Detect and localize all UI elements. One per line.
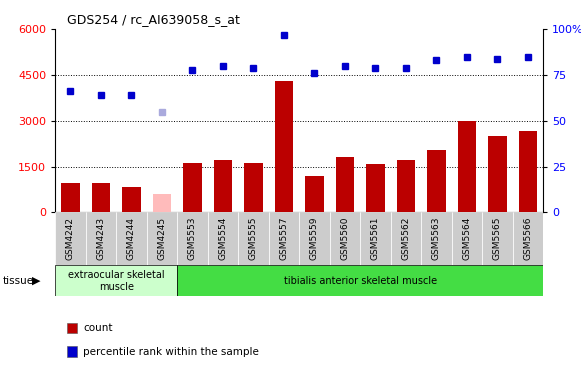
Text: tibialis anterior skeletal muscle: tibialis anterior skeletal muscle [284,276,437,286]
Text: GSM5554: GSM5554 [218,217,227,260]
Text: GSM4242: GSM4242 [66,217,75,259]
Bar [214,160,232,212]
Text: percentile rank within the sample: percentile rank within the sample [83,347,259,357]
Bar [184,164,202,212]
Bar [122,187,141,212]
Bar [86,212,116,265]
Text: GSM5553: GSM5553 [188,217,197,260]
Text: GSM5562: GSM5562 [401,217,410,260]
Bar [147,212,177,265]
Bar [397,160,415,212]
Text: extraocular skeletal
muscle: extraocular skeletal muscle [68,270,164,292]
Text: GSM5563: GSM5563 [432,217,441,260]
Text: GSM5566: GSM5566 [523,217,532,260]
Bar [519,131,537,212]
Text: GSM5560: GSM5560 [340,217,349,260]
Bar [367,164,385,212]
Bar [512,212,543,265]
Bar [116,212,147,265]
Bar [62,183,80,212]
Bar [336,157,354,212]
Text: GSM4244: GSM4244 [127,217,136,259]
Bar [330,212,360,265]
Bar [92,183,110,212]
Bar [177,265,543,296]
Text: GSM5565: GSM5565 [493,217,502,260]
Bar [55,265,177,296]
Text: ▶: ▶ [32,276,41,286]
Text: GSM4245: GSM4245 [157,217,166,259]
Bar [153,194,171,212]
Bar [299,212,330,265]
Bar [391,212,421,265]
Text: tissue: tissue [3,276,34,286]
Bar [452,212,482,265]
Text: GSM5564: GSM5564 [462,217,471,260]
Text: GSM5559: GSM5559 [310,217,319,260]
Bar [306,176,324,212]
Text: GSM5561: GSM5561 [371,217,380,260]
Text: GDS254 / rc_AI639058_s_at: GDS254 / rc_AI639058_s_at [67,12,240,26]
Bar [421,212,452,265]
Bar [245,164,263,212]
Bar [177,212,208,265]
Bar [208,212,238,265]
Text: count: count [83,323,113,333]
Bar [482,212,513,265]
Text: GSM4243: GSM4243 [96,217,105,259]
Bar [55,212,86,265]
Text: GSM5555: GSM5555 [249,217,258,260]
Bar [238,212,269,265]
Text: GSM5557: GSM5557 [279,217,288,260]
Bar [275,81,293,212]
Bar [269,212,299,265]
Bar [428,150,446,212]
Bar [488,136,507,212]
Bar [458,121,476,212]
Bar [360,212,391,265]
